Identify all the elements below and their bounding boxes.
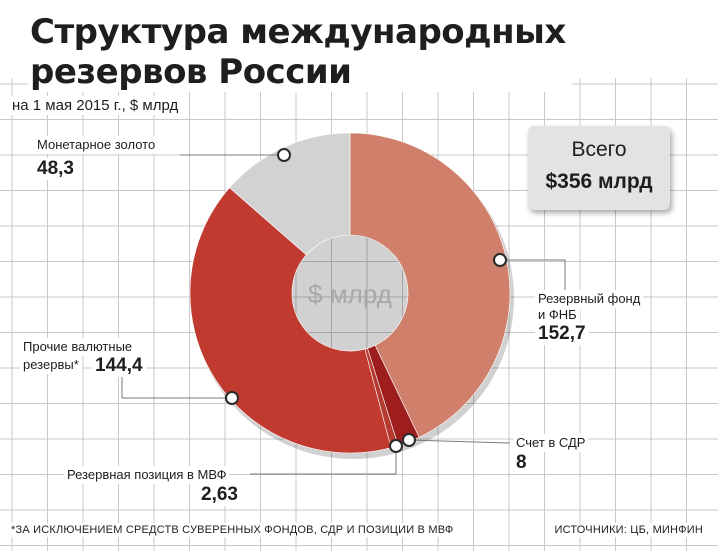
reserve-fund-value: 152,7 — [535, 323, 589, 345]
title-line-1: Структура международных — [30, 12, 566, 52]
reserve-fund-marker — [493, 253, 507, 267]
chart-title: Структура международных резервов России — [28, 12, 572, 92]
source-note: ИСТОЧНИКИ: ЦБ, МИНФИН — [551, 523, 706, 537]
imf-position-label: Резервная позиция в МВФ — [64, 466, 230, 484]
other-reserves-marker — [225, 391, 239, 405]
imf-position-value: 2,63 — [198, 484, 241, 506]
sdr-label: Счет в СДР — [513, 434, 589, 452]
center-unit-label: $ млрд — [308, 279, 392, 309]
donut-slice-3 — [189, 187, 392, 454]
imf-position-marker — [389, 439, 403, 453]
chart-subtitle: на 1 мая 2015 г., $ млрд — [8, 96, 183, 115]
total-value: $356 млрд — [545, 170, 653, 193]
gold-marker — [277, 148, 291, 162]
sdr-value: 8 — [513, 452, 530, 474]
gold-value: 48,3 — [34, 158, 77, 180]
gold-label: Монетарное золото — [34, 136, 159, 154]
sdr-marker — [402, 433, 416, 447]
total-label: Всего — [571, 138, 627, 161]
footnote: *ЗА ИСКЛЮЧЕНИЕМ СРЕДСТВ СУВЕРЕННЫХ ФОНДО… — [8, 523, 457, 537]
other-reserves-label-1: Прочие валютные — [20, 338, 136, 356]
reserve-fund-leader-line — [500, 259, 566, 290]
other-reserves-leader-line — [121, 376, 232, 399]
reserve-fund-label-1: Резервный фонд — [535, 290, 644, 308]
donut-slice-0 — [349, 132, 511, 438]
other-reserves-value: 144,4 — [92, 355, 146, 377]
reserve-fund-label-2: и ФНБ — [535, 306, 580, 324]
imf-position-leader-line — [250, 446, 397, 475]
donut-slice-4 — [229, 132, 351, 256]
total-box: Всего $356 млрд — [528, 126, 670, 210]
sdr-leader-line — [408, 439, 511, 444]
title-line-2: резервов России — [30, 52, 352, 92]
other-reserves-label-2: резервы* — [20, 356, 82, 374]
